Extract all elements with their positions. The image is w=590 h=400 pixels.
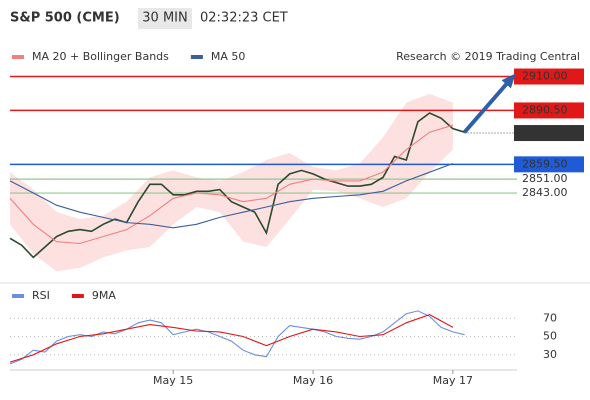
legend-label: MA 20 + Bollinger Bands (32, 50, 169, 63)
level-box (514, 125, 584, 142)
y-tick-label: 50 (543, 330, 557, 343)
level-box (514, 156, 584, 173)
level-label: 2910.00 (522, 70, 568, 83)
x-tick-label: May 17 (433, 374, 473, 387)
bollinger-band (10, 93, 453, 272)
forecast-arrowhead (501, 73, 516, 89)
level-label: 2890.50 (522, 103, 568, 116)
level-box (514, 68, 584, 85)
legend-label: 9MA (92, 289, 116, 302)
x-tick-label: May 16 (293, 374, 333, 387)
interval: 30 MIN (142, 11, 187, 26)
legend-swatch (71, 294, 84, 298)
series-line (9, 162, 454, 229)
legend-label: MA 50 (211, 50, 246, 63)
level-box (514, 102, 584, 119)
credit: Research © 2019 Trading Central (396, 50, 580, 63)
level-label: 2859.50 (522, 157, 568, 170)
time: 02:32:23 CET (200, 11, 288, 26)
title: S&P 500 (CME) (10, 11, 120, 26)
y-tick-label: 30 (543, 348, 557, 361)
forecast-arrow (463, 75, 515, 134)
x-tick-label: May 15 (153, 374, 193, 387)
y-tick-label: 70 (543, 311, 557, 324)
interval-box (138, 8, 192, 29)
level-label: 2843.00 (522, 186, 568, 199)
legend-swatch (190, 55, 203, 59)
series-line (9, 313, 454, 363)
legend-label: RSI (32, 289, 50, 302)
level-label: 2877.50 (522, 126, 568, 139)
level-label: 2851.00 (522, 172, 568, 185)
legend-swatch (12, 55, 24, 59)
series-line (9, 124, 454, 245)
legend-swatch (12, 294, 24, 298)
